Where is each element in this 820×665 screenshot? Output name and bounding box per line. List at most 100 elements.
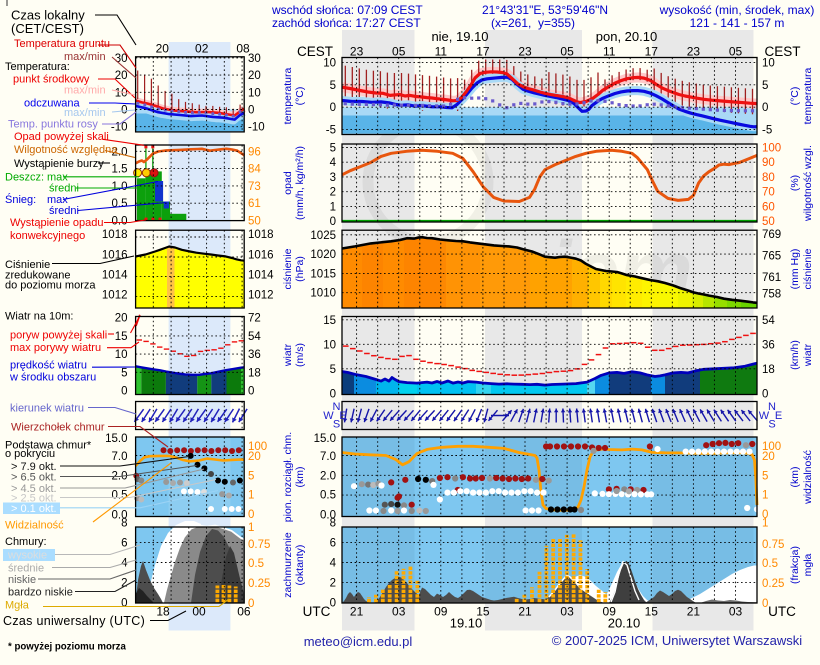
svg-text:UTC: UTC <box>303 604 331 619</box>
svg-text:(CET/CEST): (CET/CEST) <box>11 21 84 36</box>
svg-text:5: 5 <box>121 367 127 379</box>
svg-text:0.5: 0.5 <box>248 558 264 570</box>
svg-text:wiatr: wiatr <box>802 343 814 367</box>
svg-text:ciśnienie: ciśnienie <box>802 248 814 289</box>
svg-text:kierunek wiatru: kierunek wiatru <box>10 403 84 415</box>
svg-text:15: 15 <box>115 331 128 343</box>
svg-text:23: 23 <box>687 45 701 59</box>
svg-text:1: 1 <box>762 518 768 530</box>
svg-text:Czas lokalny: Czas lokalny <box>11 8 85 23</box>
svg-text:23: 23 <box>350 45 364 59</box>
svg-text:(hPa): (hPa) <box>294 256 306 282</box>
svg-text:121 - 141 - 157 m: 121 - 141 - 157 m <box>690 16 785 30</box>
svg-text:1: 1 <box>762 490 768 502</box>
svg-text:wysokie: wysokie <box>7 550 47 562</box>
svg-text:0.5: 0.5 <box>320 490 336 502</box>
svg-text:5: 5 <box>330 143 336 155</box>
svg-text:50: 50 <box>248 216 261 228</box>
svg-text:100: 100 <box>248 441 267 453</box>
svg-text:E: E <box>339 410 346 422</box>
svg-text:(oktanty): (oktanty) <box>294 545 306 586</box>
svg-text:20: 20 <box>115 313 128 325</box>
svg-text:0.5: 0.5 <box>112 198 128 210</box>
svg-text:1014: 1014 <box>102 269 128 281</box>
svg-text:> 4.5 okt.: > 4.5 okt. <box>11 483 57 495</box>
svg-text:max: max <box>47 171 68 183</box>
svg-text:06: 06 <box>237 605 251 619</box>
svg-text:odczuwana: odczuwana <box>24 97 81 109</box>
svg-text:50: 50 <box>762 216 775 228</box>
svg-text:średnie: średnie <box>8 563 44 575</box>
svg-text:poryw powyżej skali: poryw powyżej skali <box>10 329 107 341</box>
svg-text:10: 10 <box>248 87 261 99</box>
svg-text:0: 0 <box>330 102 336 114</box>
svg-text:17: 17 <box>645 45 659 59</box>
svg-text:100: 100 <box>762 143 781 155</box>
svg-text:2: 2 <box>121 578 127 590</box>
svg-text:758: 758 <box>762 288 781 300</box>
svg-text:5: 5 <box>762 470 768 482</box>
svg-text:2: 2 <box>330 187 336 199</box>
svg-text:2: 2 <box>330 578 336 590</box>
svg-text:1014: 1014 <box>248 269 274 281</box>
svg-text:1: 1 <box>248 522 254 534</box>
svg-text:-5: -5 <box>762 125 772 137</box>
svg-text:7.0: 7.0 <box>112 451 128 463</box>
svg-text:80: 80 <box>762 172 775 184</box>
svg-text:Czas uniwersalny (UTC): Czas uniwersalny (UTC) <box>3 614 145 628</box>
svg-text:o pokryciu: o pokryciu <box>5 448 55 460</box>
svg-text:8: 8 <box>121 517 127 529</box>
svg-text:02: 02 <box>195 42 209 56</box>
svg-text:* powyżej poziomu morza: * powyżej poziomu morza <box>8 642 126 653</box>
svg-text:11: 11 <box>603 45 616 59</box>
svg-text:ciśnienie: ciśnienie <box>282 248 294 289</box>
svg-text:CEST: CEST <box>297 44 333 59</box>
svg-text:10: 10 <box>323 57 336 69</box>
svg-text:(mm/h, kg/m²/h): (mm/h, kg/m²/h) <box>294 146 306 220</box>
svg-text:90: 90 <box>762 157 775 169</box>
svg-text:84: 84 <box>248 164 261 176</box>
svg-text:769: 769 <box>762 229 781 241</box>
svg-text:© 2007-2025 ICM, Uniwersytet W: © 2007-2025 ICM, Uniwersytet Warszawski <box>552 633 803 648</box>
svg-text:0.25: 0.25 <box>762 578 784 590</box>
svg-text:0.75: 0.75 <box>248 539 270 551</box>
svg-text:-10: -10 <box>111 122 128 134</box>
svg-text:średni: średni <box>49 183 79 195</box>
svg-text:15.0: 15.0 <box>314 433 336 445</box>
svg-text:1015: 1015 <box>310 268 336 280</box>
svg-text:1: 1 <box>248 490 254 502</box>
svg-text:36: 36 <box>248 349 261 361</box>
svg-text:N: N <box>333 401 341 413</box>
svg-text:761: 761 <box>762 272 781 284</box>
svg-text:3: 3 <box>330 172 336 184</box>
svg-text:100: 100 <box>762 441 781 453</box>
svg-text:54: 54 <box>762 315 775 327</box>
svg-text:Wierzchołek chmur: Wierzchołek chmur <box>11 422 105 434</box>
svg-text:Wilgotność względna: Wilgotność względna <box>14 144 118 156</box>
svg-text:Deszcz:: Deszcz: <box>5 171 44 183</box>
svg-text:nie, 19.10: nie, 19.10 <box>431 29 488 44</box>
svg-text:09: 09 <box>434 605 448 619</box>
svg-text:15: 15 <box>645 605 659 619</box>
svg-text:23: 23 <box>518 45 532 59</box>
svg-text:0.5: 0.5 <box>762 558 778 570</box>
svg-text:bardzo niskie: bardzo niskie <box>8 587 73 599</box>
svg-text:1018: 1018 <box>102 229 128 241</box>
svg-text:max/min: max/min <box>64 51 106 63</box>
svg-text:20: 20 <box>248 451 261 463</box>
svg-text:0: 0 <box>248 598 254 610</box>
svg-text:(%): (%) <box>789 175 801 191</box>
svg-text:0: 0 <box>248 509 254 521</box>
svg-text:0.0: 0.0 <box>112 216 128 228</box>
svg-text:0: 0 <box>248 386 254 398</box>
svg-text:5: 5 <box>330 80 336 92</box>
svg-text:(°C): (°C) <box>294 87 306 106</box>
svg-text:wiatr: wiatr <box>282 343 294 367</box>
svg-text:prędkość wiatru: prędkość wiatru <box>10 360 87 372</box>
svg-text:meteo@icm.edu.pl: meteo@icm.edu.pl <box>304 634 413 649</box>
svg-text:5: 5 <box>762 80 768 92</box>
svg-text:30: 30 <box>115 53 128 65</box>
svg-text:0: 0 <box>121 598 127 610</box>
svg-text:10: 10 <box>115 87 128 99</box>
svg-text:1.5: 1.5 <box>112 164 128 176</box>
